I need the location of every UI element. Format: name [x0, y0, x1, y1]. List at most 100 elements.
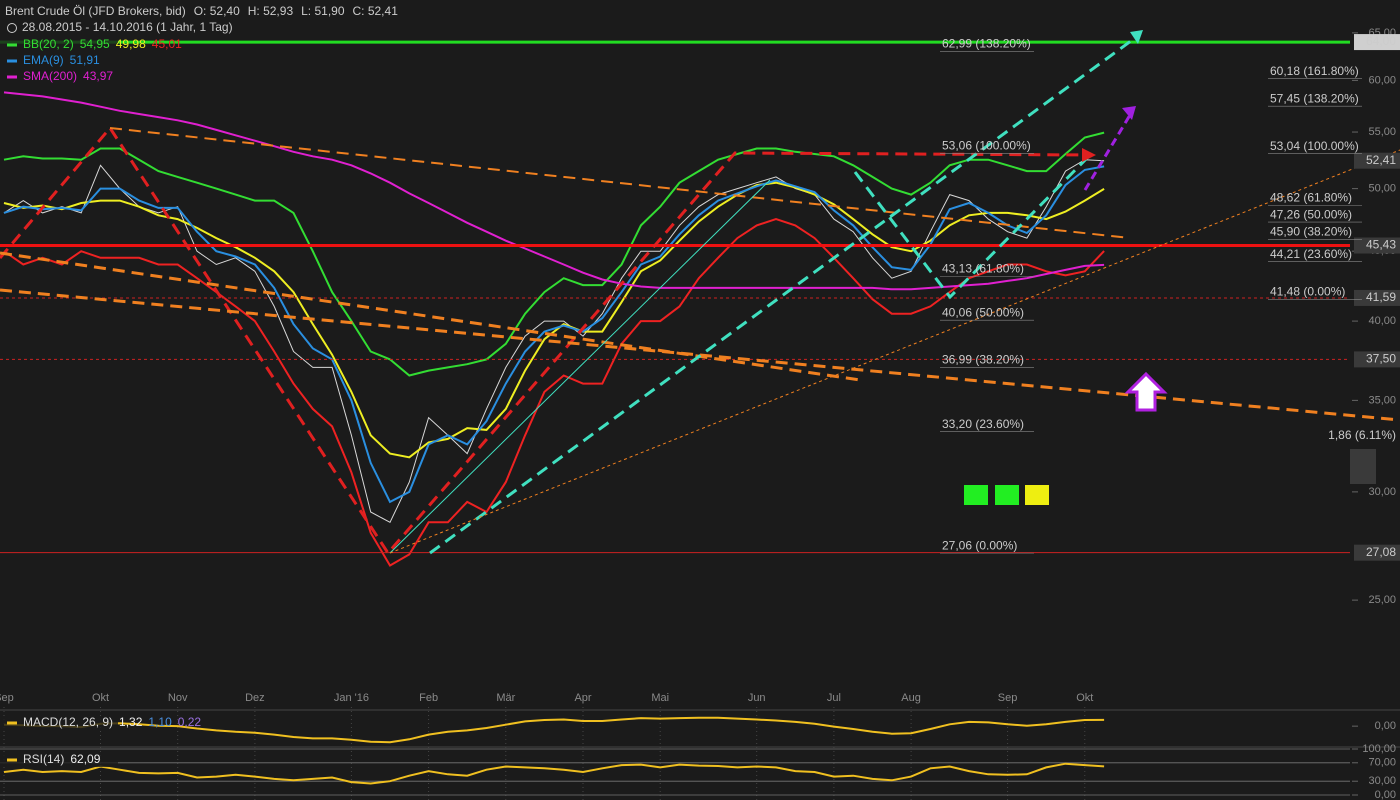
- y-tick-label: 30,00: [1368, 486, 1396, 498]
- y-tick-label: 0,00: [1375, 720, 1396, 732]
- ohlc-label: C: 52,41: [353, 4, 399, 18]
- y-tick-label: 50,00: [1368, 183, 1396, 195]
- trend-line: [853, 153, 1092, 300]
- x-tick-label: Apr: [574, 692, 591, 704]
- series-line: [3, 716, 1105, 744]
- x-tick-label: Sep: [998, 692, 1018, 704]
- series-line: [3, 159, 1105, 523]
- level-box: [1354, 152, 1400, 169]
- legend-entry: BB(20, 2) 54,95 49,98 45,01: [23, 37, 182, 51]
- y-tick-label: 60,00: [1368, 74, 1396, 86]
- legend-name: RSI(14): [23, 752, 64, 766]
- legend-value: 1,32: [119, 715, 143, 729]
- bb-upper: [3, 131, 1105, 377]
- legend-name: EMA(9): [23, 53, 64, 67]
- level-label: 52,41: [1366, 153, 1396, 167]
- x-tick-label: Feb: [419, 692, 438, 704]
- legend-value: 62,09: [70, 752, 100, 766]
- level-box: [1354, 351, 1400, 368]
- header: Brent Crude Öl (JFD Brokers, bid) O: 52,4…: [5, 4, 398, 18]
- y-tick-label: 70,00: [1368, 757, 1396, 769]
- series-line: [3, 762, 1105, 785]
- y-tick-label: 35,00: [1368, 394, 1396, 406]
- ohlc-label: O: 52,40: [194, 4, 240, 18]
- x-tick-label: Sep: [0, 692, 14, 704]
- fib-label: 27,06 (0.00%): [942, 538, 1017, 552]
- legend-value: 54,95: [80, 37, 110, 51]
- legend-value: 45,01: [152, 37, 182, 51]
- bb-lower: [3, 218, 1105, 567]
- level-label: 64,00: [1366, 34, 1396, 48]
- instrument-name: Brent Crude Öl (JFD Brokers, bid): [5, 4, 186, 18]
- legend-value: 43,97: [83, 69, 113, 83]
- fib-label: 33,20 (23.60%): [942, 417, 1024, 431]
- x-tick-label: Okt: [1076, 692, 1093, 704]
- x-tick-label: Nov: [168, 692, 188, 704]
- fib-label: 62,99 (138.20%): [942, 37, 1031, 51]
- clock-icon: [7, 23, 17, 33]
- y-tick-label: 55,00: [1368, 126, 1396, 138]
- level-label: 41,59: [1366, 290, 1396, 304]
- up-arrow: [1124, 371, 1168, 412]
- trend-line: [429, 36, 1136, 555]
- y-tick-label: 25,00: [1368, 594, 1396, 606]
- change-box: [1350, 449, 1376, 484]
- arrow-head: [1122, 106, 1136, 120]
- fib-label: 53,04 (100.00%): [1270, 139, 1359, 153]
- bb-middle: [3, 181, 1105, 459]
- fib-label: 43,13 (61.80%): [942, 262, 1024, 276]
- legend-bg: [0, 716, 118, 730]
- arrow-head: [1082, 148, 1096, 162]
- series-line: [3, 91, 1105, 291]
- fib-label: 45,90 (38.20%): [1270, 225, 1352, 239]
- legend-bg: [0, 70, 118, 84]
- level-box: [1354, 289, 1400, 306]
- signal-box: [964, 485, 988, 505]
- y-tick-label: 30,00: [1368, 775, 1396, 787]
- level-label: 45,43: [1366, 238, 1396, 252]
- legend-entry: RSI(14) 62,09: [23, 752, 101, 766]
- x-tick-label: Dez: [245, 692, 265, 704]
- x-tick-label: Mai: [651, 692, 669, 704]
- series-line: [3, 165, 1105, 504]
- legend-entry: MACD(12, 26, 9) 1,32 1,10 0,22: [23, 715, 201, 729]
- ohlc-label: H: 52,93: [248, 4, 294, 18]
- signal-box: [995, 485, 1019, 505]
- level-label: 37,50: [1366, 352, 1396, 366]
- fib-label: 48,62 (61.80%): [1270, 190, 1352, 204]
- fib-label: 57,45 (138.20%): [1270, 91, 1359, 105]
- trend-line: [389, 149, 1400, 554]
- fib-label: 53,06 (100.00%): [942, 139, 1031, 153]
- legend-value: 51,91: [70, 53, 100, 67]
- x-tick-label: Jun: [748, 692, 766, 704]
- legend-bg: [0, 54, 118, 68]
- fib-label: 36,99 (38.20%): [942, 353, 1024, 367]
- legend-entry: SMA(200) 43,97: [23, 69, 113, 83]
- x-tick-label: Mär: [496, 692, 515, 704]
- trend-line: [389, 179, 771, 554]
- legend-entry: EMA(9) 51,91: [23, 53, 100, 67]
- level-box: [1354, 34, 1400, 51]
- trend-line: [1083, 114, 1132, 191]
- legend-name: MACD(12, 26, 9): [23, 715, 113, 729]
- x-tick-label: Jul: [827, 692, 841, 704]
- fib-label: 41,48 (0.00%): [1270, 285, 1345, 299]
- drawings: [0, 30, 1400, 556]
- ohlc-label: L: 51,90: [301, 4, 345, 18]
- subtitle: 28.08.2015 - 14.10.2016 (1 Jahr, 1 Tag): [22, 20, 233, 34]
- fib-label: 40,06 (50.00%): [942, 305, 1024, 319]
- x-tick-label: Okt: [92, 692, 109, 704]
- trend-line: [0, 251, 861, 382]
- level-box: [1354, 544, 1400, 561]
- y-tick-label: 40,00: [1368, 315, 1396, 327]
- x-tick-label: Jan '16: [334, 692, 369, 704]
- x-tick-label: Aug: [901, 692, 921, 704]
- level-label: 27,08: [1366, 545, 1396, 559]
- legend-value: 49,98: [116, 37, 146, 51]
- fib-label: 60,18 (161.80%): [1270, 64, 1359, 78]
- legend-name: BB(20, 2): [23, 37, 74, 51]
- legend-value: 0,22: [178, 715, 202, 729]
- fib-label: 44,21 (23.60%): [1270, 247, 1352, 261]
- y-tick-label: 0,00: [1375, 789, 1396, 800]
- legend-name: SMA(200): [23, 69, 77, 83]
